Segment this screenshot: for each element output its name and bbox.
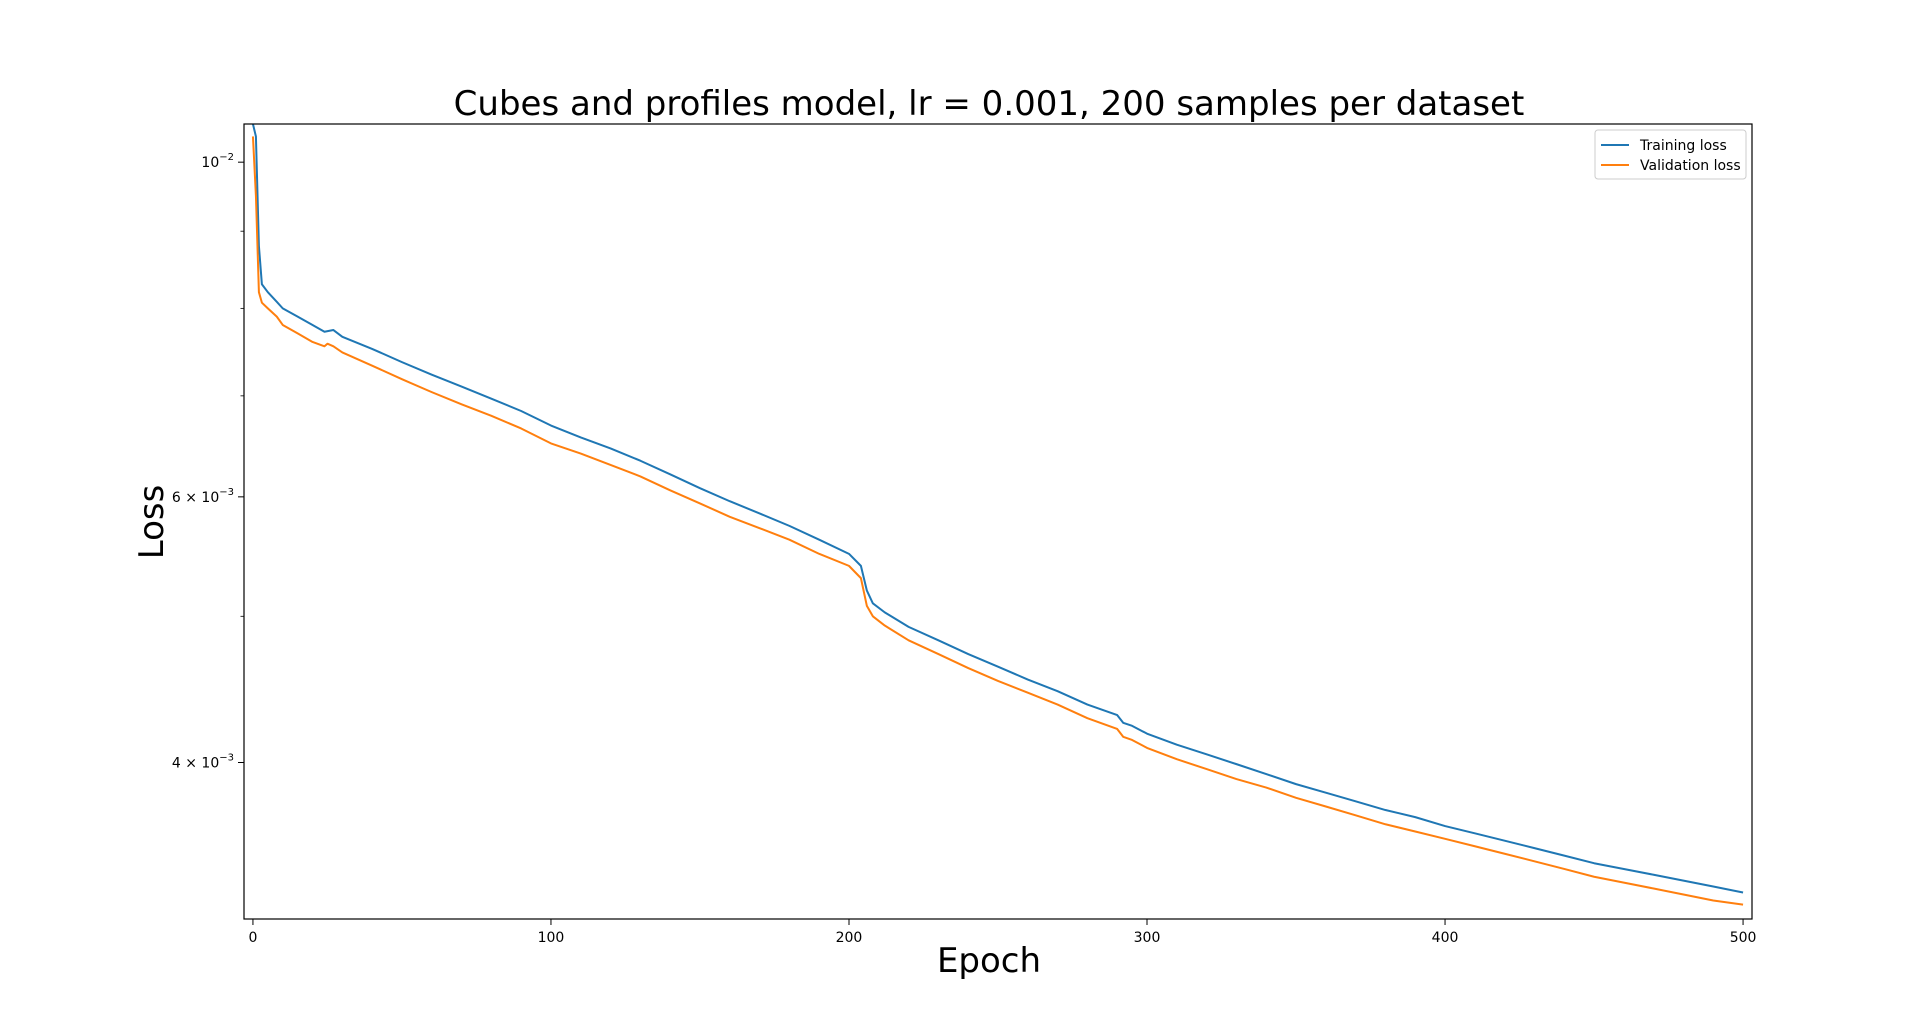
y-tick-label: 6 × 10−3 [172,487,234,506]
x-axis-label: Epoch [937,941,1041,981]
x-tick-label: 300 [1134,930,1161,946]
legend-label: Validation loss [1640,158,1741,174]
x-tick-label: 500 [1730,930,1757,946]
y-axis-ticks: 4 × 10−3 6 × 10−3 10−2 [172,152,244,771]
chart-title: Cubes and profiles model, lr = 0.001, 20… [454,84,1525,124]
series-line-training-loss [251,124,1744,894]
series-line-validation-loss [251,136,1744,906]
y-tick-label: 10−2 [201,152,234,171]
y-tick-label: 4 × 10−3 [172,752,234,771]
legend: Training loss Validation loss [1594,129,1747,180]
x-tick-label: 400 [1432,930,1459,946]
y-axis-label: Loss [132,485,172,560]
x-tick-label: 100 [538,930,565,946]
plot-area [251,124,1744,906]
legend-box [1594,129,1747,180]
plot-frame [243,123,1753,920]
legend-label: Training loss [1639,138,1727,154]
x-tick-label: 200 [836,930,863,946]
x-axis-ticks: 0 100 200 300 400 500 [248,919,1756,946]
x-tick-label: 0 [248,930,257,946]
